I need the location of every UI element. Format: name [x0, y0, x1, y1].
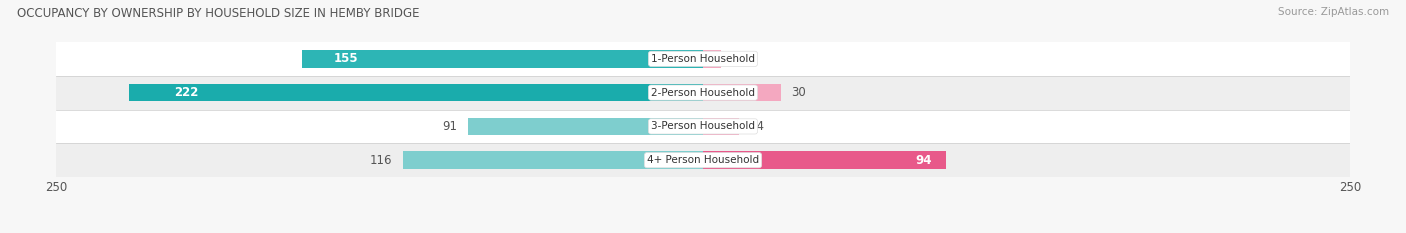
Text: 30: 30 [792, 86, 806, 99]
Text: 2-Person Household: 2-Person Household [651, 88, 755, 98]
Bar [703, 118, 740, 135]
Text: Source: ZipAtlas.com: Source: ZipAtlas.com [1278, 7, 1389, 17]
Text: 94: 94 [915, 154, 932, 167]
Text: 4+ Person Household: 4+ Person Household [647, 155, 759, 165]
Bar [129, 84, 703, 101]
Text: OCCUPANCY BY OWNERSHIP BY HOUSEHOLD SIZE IN HEMBY BRIDGE: OCCUPANCY BY OWNERSHIP BY HOUSEHOLD SIZE… [17, 7, 419, 20]
Text: 1-Person Household: 1-Person Household [651, 54, 755, 64]
Bar [404, 151, 703, 169]
Bar [302, 50, 703, 68]
Bar [468, 118, 703, 135]
Text: 155: 155 [335, 52, 359, 65]
Bar [703, 151, 946, 169]
Text: 222: 222 [174, 86, 200, 99]
Bar [56, 76, 1350, 110]
Bar [56, 143, 1350, 177]
Text: 14: 14 [749, 120, 765, 133]
Text: 7: 7 [731, 52, 740, 65]
Bar [56, 42, 1350, 76]
Text: 116: 116 [370, 154, 392, 167]
Bar [703, 84, 780, 101]
Text: 3-Person Household: 3-Person Household [651, 121, 755, 131]
Bar [703, 50, 721, 68]
Text: 91: 91 [443, 120, 457, 133]
Bar [56, 110, 1350, 143]
